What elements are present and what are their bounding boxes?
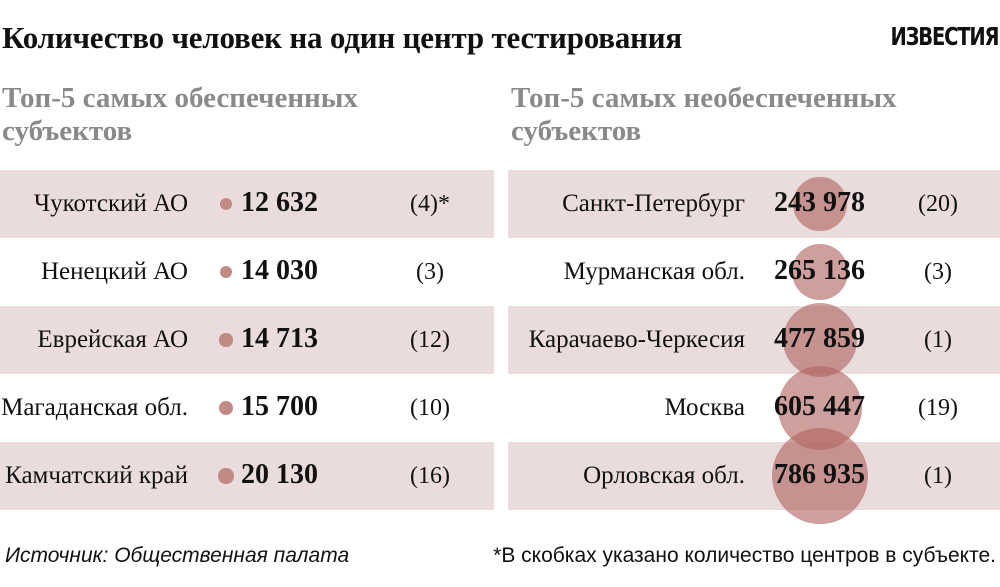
centers-count: (3) [416, 259, 444, 285]
people-per-center-value: 20 130 [241, 459, 318, 490]
centers-count: (16) [410, 463, 450, 489]
right-subheading-line2: субъектов [511, 115, 642, 147]
table-row: Мурманская обл. 265 136 (3) [508, 238, 1000, 306]
people-per-center-value: 265 136 [774, 255, 865, 286]
worst-provided-table: Санкт-Петербург 243 978 (20) Мурманская обл… [508, 170, 1000, 524]
table-row: Санкт-Петербург 243 978 (20) [508, 170, 1000, 238]
centers-count: (3) [924, 259, 952, 285]
value-dot [219, 333, 233, 347]
value-bubble [793, 177, 847, 231]
table-row: Магаданская обл. 15 700 (10) [0, 374, 494, 442]
region-name: Орловская обл. [583, 462, 745, 489]
region-name: Карачаево-Черкесия [528, 326, 745, 353]
value-bubble [782, 302, 858, 378]
izvestia-logo: ИЗВЕСТИЯ [890, 22, 999, 51]
region-name: Магаданская обл. [1, 394, 188, 421]
centers-count: (1) [924, 327, 952, 353]
table-row: Чукотский АО 12 632 (4)* [0, 170, 494, 238]
left-subheading-line1: Топ-5 самых обеспеченных [2, 82, 358, 114]
region-name: Чукотский АО [33, 190, 188, 217]
people-per-center-value: 14 030 [241, 255, 318, 286]
region-name: Мурманская обл. [563, 258, 745, 285]
centers-count: (19) [918, 395, 958, 421]
table-row: Камчатский край 20 130 (16) [0, 442, 494, 510]
footnote: *В скобках указано количество центров в … [493, 544, 996, 567]
centers-count: (12) [410, 327, 450, 353]
people-per-center-value: 243 978 [774, 187, 865, 218]
centers-count: (4)* [410, 191, 450, 217]
chart-title: Количество человек на один центр тестиро… [2, 20, 683, 55]
table-row: Москва 605 447 (19) [508, 374, 1000, 442]
region-name: Ненецкий АО [40, 258, 188, 285]
value-dot [219, 265, 233, 279]
people-per-center-value: 786 935 [774, 459, 865, 490]
people-per-center-value: 14 713 [241, 323, 318, 354]
people-per-center-value: 15 700 [241, 391, 318, 422]
centers-count: (10) [410, 395, 450, 421]
region-name: Москва [664, 394, 745, 421]
value-dot [218, 468, 234, 484]
left-subheading-line2: субъектов [2, 115, 133, 147]
table-row: Еврейская АО 14 713 (12) [0, 306, 494, 374]
region-name: Камчатский край [5, 462, 188, 489]
table-row: Ненецкий АО 14 030 (3) [0, 238, 494, 306]
value-bubble [772, 428, 868, 524]
left-subheading: Топ-5 самых обеспеченных субъектов [2, 82, 358, 148]
table-row: Карачаево-Черкесия 477 859 (1) [508, 306, 1000, 374]
best-provided-table: Чукотский АО 12 632 (4)* Ненецкий АО 14 030 (… [0, 170, 494, 510]
right-subheading: Топ-5 самых необеспеченных субъектов [511, 82, 896, 148]
centers-count: (1) [924, 463, 952, 489]
source-note: Источник: Общественная палата [5, 544, 350, 567]
people-per-center-value: 477 859 [774, 323, 865, 354]
region-name: Еврейская АО [37, 326, 188, 353]
region-name: Санкт-Петербург [562, 190, 745, 217]
centers-count: (20) [918, 191, 958, 217]
value-bubble [792, 244, 848, 300]
people-per-center-value: 605 447 [774, 391, 865, 422]
people-per-center-value: 12 632 [241, 187, 318, 218]
value-dot [219, 401, 233, 415]
value-dot [219, 197, 233, 211]
right-subheading-line1: Топ-5 самых необеспеченных [511, 82, 897, 114]
table-row: Орловская обл. 786 935 (1) [508, 442, 1000, 510]
